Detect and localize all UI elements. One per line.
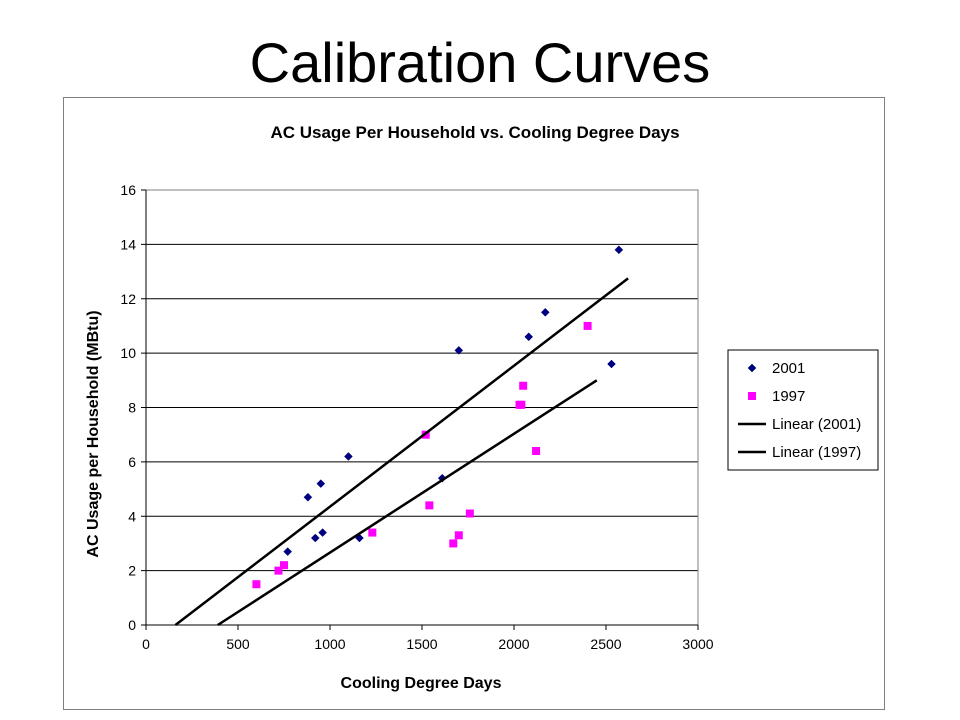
gridlines bbox=[146, 189, 698, 572]
chart-title: AC Usage Per Household vs. Cooling Degre… bbox=[270, 123, 679, 142]
legend-label-2001: 2001 bbox=[772, 360, 805, 377]
x-tick-label: 1000 bbox=[314, 636, 345, 652]
legend-label-linear-1997: Linear (1997) bbox=[772, 444, 861, 461]
slide-title: Calibration Curves bbox=[249, 31, 711, 94]
legend-label-linear-2001: Linear (2001) bbox=[772, 416, 861, 433]
data-point-2001 bbox=[310, 533, 320, 543]
chart-frame: 0 2 4 6 8 10 12 14 16 0 500 1000 1500 2000 2500 3000 AC… bbox=[63, 97, 885, 710]
legend-label-1997: 1997 bbox=[772, 388, 805, 405]
data-point-1997 bbox=[465, 509, 474, 518]
data-point-2001 bbox=[607, 359, 616, 369]
data-point-1997 bbox=[449, 539, 458, 548]
axes: 0 2 4 6 8 10 12 14 16 0 500 1000 1500 2000 2500 3000 bbox=[120, 182, 713, 652]
data-point-2001 bbox=[316, 479, 326, 488]
data-point-2001 bbox=[614, 245, 624, 255]
data-point-1997 bbox=[368, 528, 377, 537]
x-tick-label: 1500 bbox=[406, 636, 437, 652]
data-point-2001 bbox=[283, 547, 293, 556]
y-tick-label: 8 bbox=[128, 400, 136, 416]
data-point-2001 bbox=[303, 492, 313, 502]
x-tick-label: 2500 bbox=[590, 636, 621, 652]
x-tick-label: 500 bbox=[226, 636, 250, 652]
trendline-linear-1997 bbox=[217, 379, 598, 627]
data-point-2001 bbox=[344, 452, 353, 461]
series-linear-1997 bbox=[217, 379, 598, 627]
data-point-2001 bbox=[318, 528, 327, 537]
x-tick-label: 2000 bbox=[498, 636, 529, 652]
series-linear-2001 bbox=[174, 277, 629, 626]
x-tick-label: 3000 bbox=[682, 636, 713, 652]
data-point-2001 bbox=[454, 346, 464, 355]
data-point-1997 bbox=[425, 501, 434, 510]
data-point-1997 bbox=[454, 531, 463, 540]
y-tick-label: 14 bbox=[120, 236, 136, 252]
trendline-linear-2001 bbox=[174, 277, 629, 626]
series bbox=[174, 245, 629, 627]
data-point-1997 bbox=[280, 561, 288, 570]
x-tick-label: 0 bbox=[142, 636, 150, 652]
y-tick-label: 0 bbox=[128, 617, 136, 633]
series-1997 bbox=[252, 321, 592, 589]
scatter-chart: 0 2 4 6 8 10 12 14 16 0 500 1000 1500 2000 2500 3000 AC… bbox=[85, 123, 879, 692]
data-point-1997 bbox=[532, 447, 541, 455]
data-point-2001 bbox=[540, 307, 550, 317]
series-2001 bbox=[283, 245, 624, 556]
y-tick-label: 6 bbox=[128, 454, 136, 470]
x-axis-title: Cooling Degree Days bbox=[341, 675, 502, 692]
y-tick-label: 4 bbox=[128, 508, 136, 524]
data-point-1997 bbox=[252, 580, 261, 589]
y-axis-title: AC Usage per Household (MBtu) bbox=[85, 310, 102, 557]
y-tick-label: 2 bbox=[128, 563, 136, 579]
data-point-1997 bbox=[517, 400, 526, 409]
y-tick-label: 10 bbox=[120, 345, 136, 361]
data-point-1997 bbox=[519, 381, 528, 390]
legend-swatch-1997 bbox=[748, 392, 756, 400]
data-point-1997 bbox=[583, 321, 592, 330]
data-point-2001 bbox=[524, 332, 534, 342]
legend-swatch-2001 bbox=[747, 363, 757, 373]
legend: 2001 1997 Linear (2001) Linear (1997) bbox=[727, 349, 879, 471]
y-tick-label: 12 bbox=[120, 291, 136, 307]
data-point-1997 bbox=[274, 566, 283, 575]
y-tick-label: 16 bbox=[120, 182, 136, 198]
